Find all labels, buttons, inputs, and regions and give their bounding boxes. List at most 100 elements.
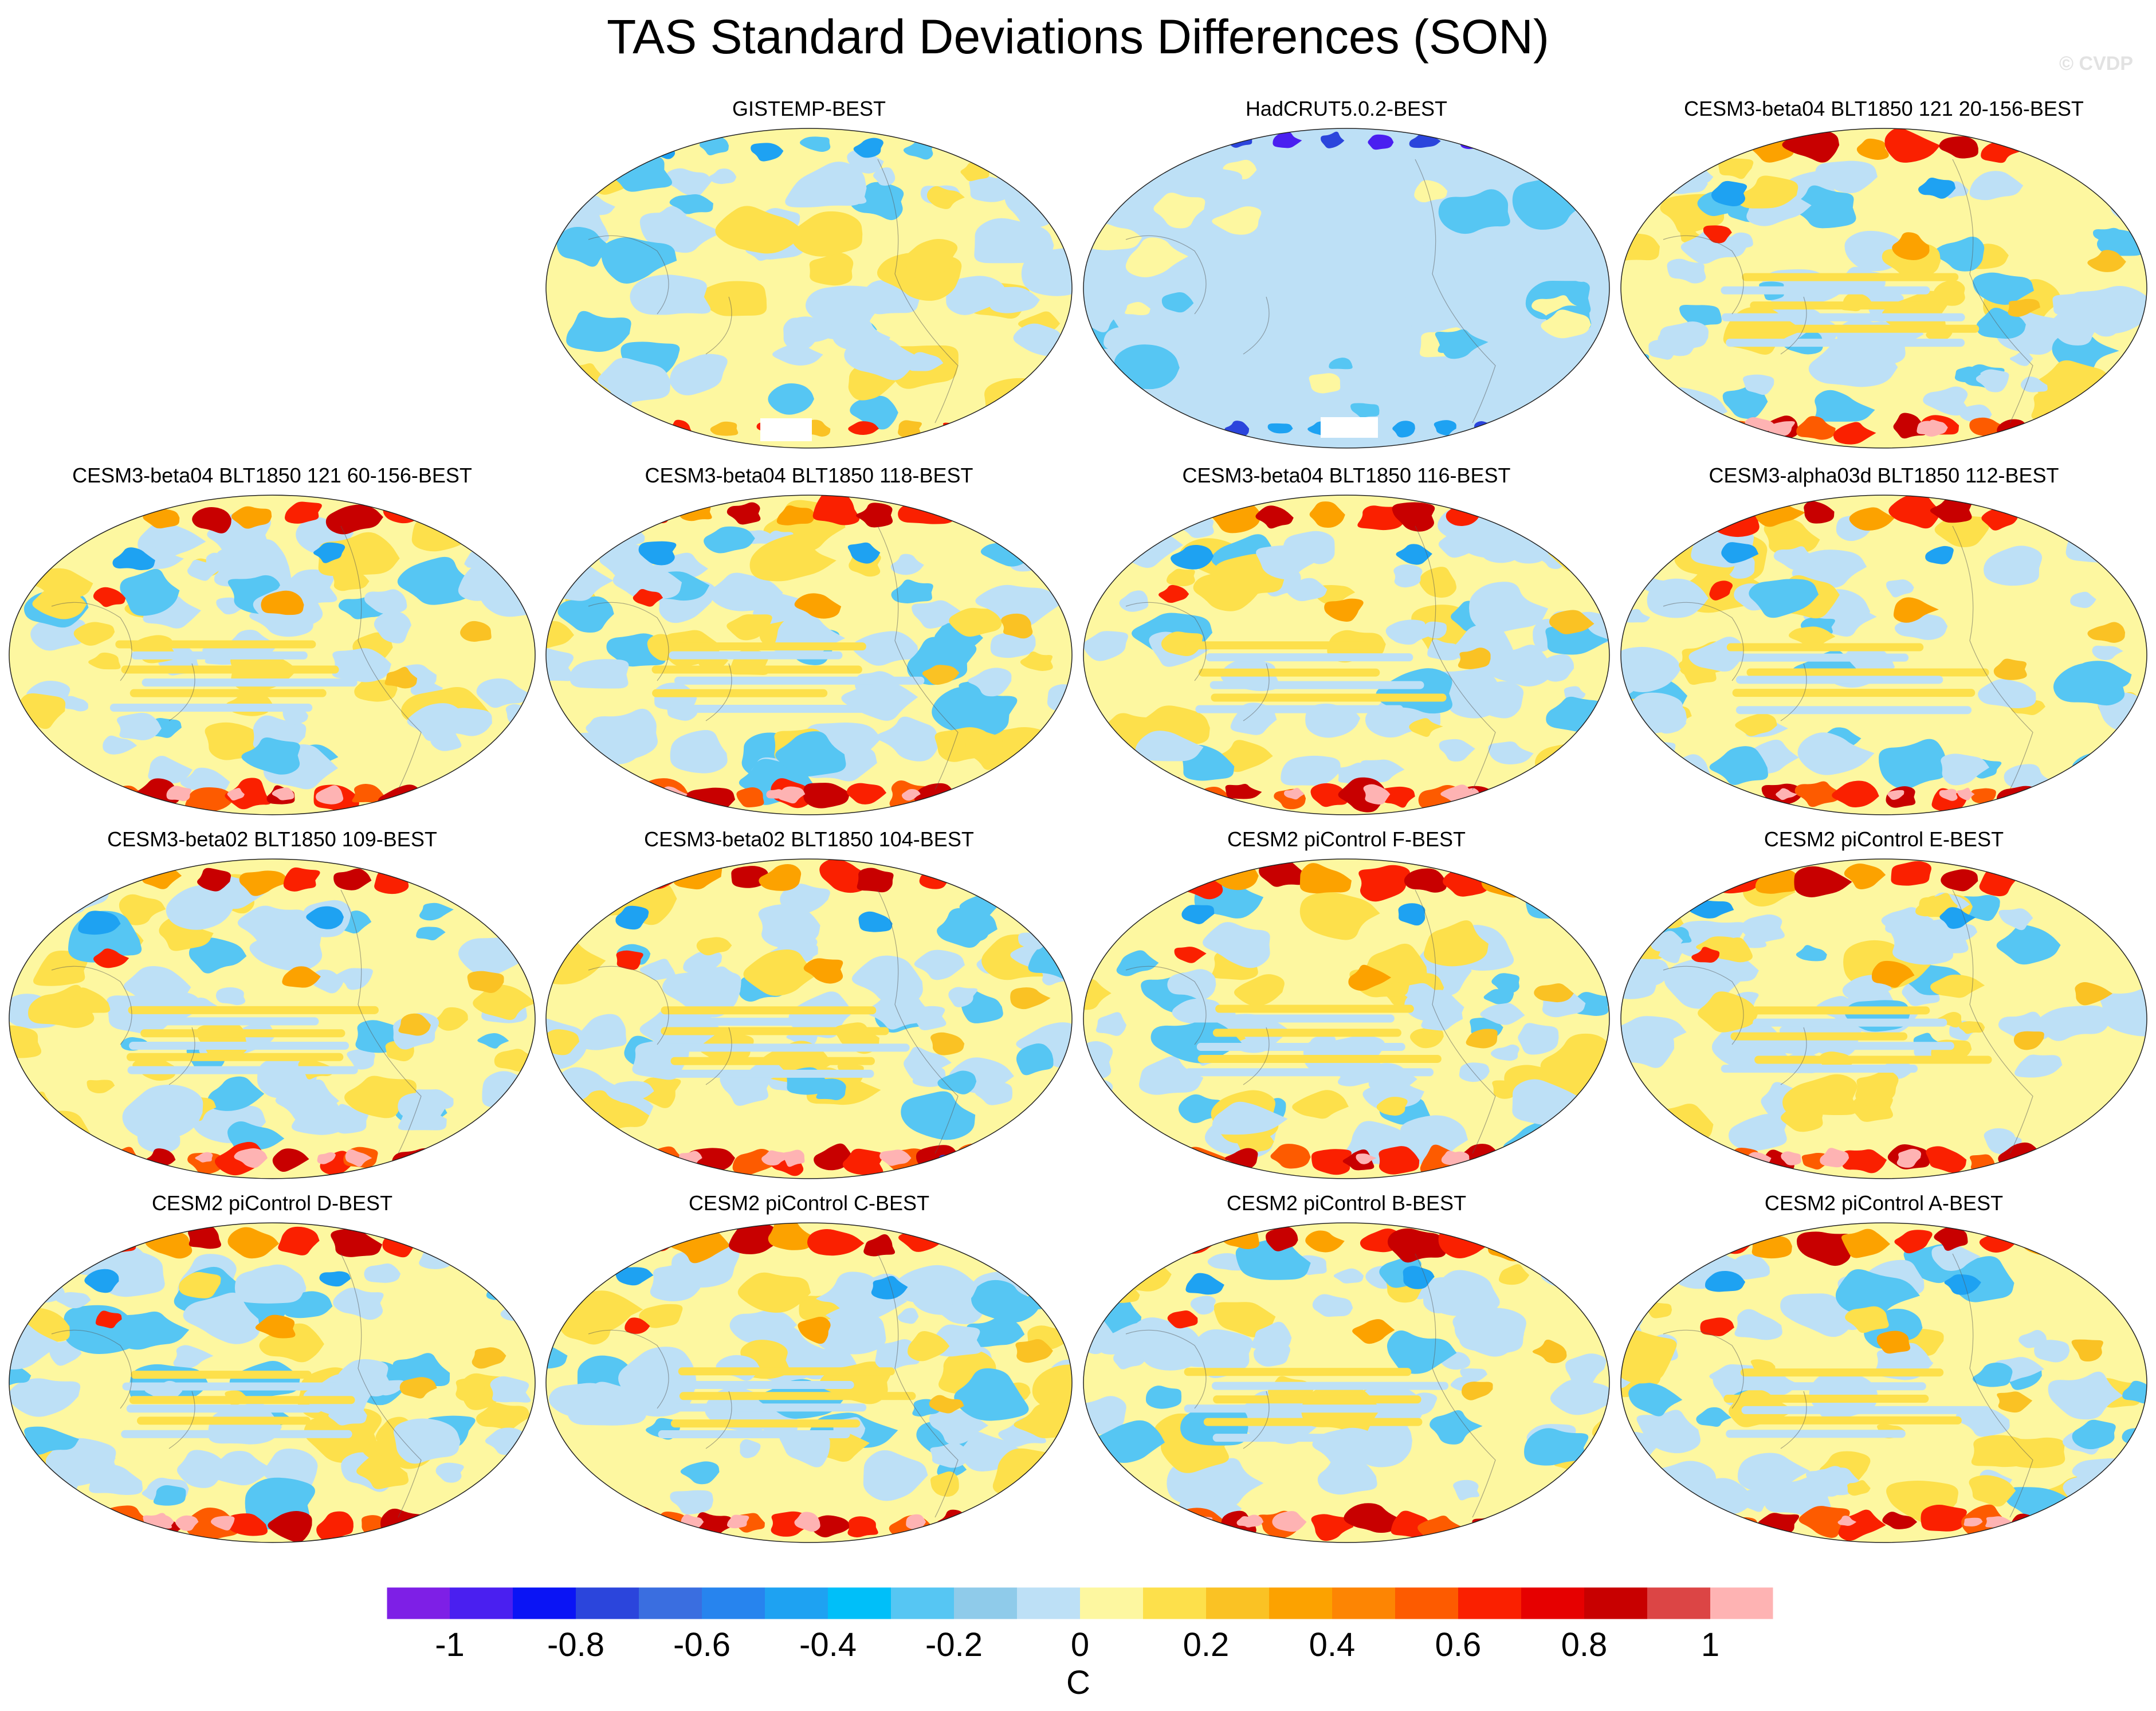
contour-patch <box>1387 1330 1457 1374</box>
contour-patch <box>650 1261 704 1301</box>
contour-patch <box>1095 1012 1127 1036</box>
cool-patch <box>1503 1154 1519 1163</box>
map-outline <box>1083 128 1610 449</box>
contour-patch <box>1621 1474 1650 1516</box>
antarctic-patch <box>1527 1514 1584 1541</box>
contour-patch <box>1459 1062 1490 1082</box>
tropical-band <box>1198 668 1380 677</box>
africa-patch <box>1549 610 1595 634</box>
antarctic-patch <box>1344 1503 1403 1533</box>
tropical-band <box>1197 1054 1442 1063</box>
contour-patch <box>929 1409 989 1445</box>
contour-patch <box>670 1490 713 1514</box>
america-patch <box>399 1377 437 1399</box>
contour-patch <box>1212 1101 1288 1135</box>
map-outline <box>1620 495 2147 815</box>
america-patch <box>2013 1031 2044 1050</box>
arctic-patch <box>2067 864 2115 893</box>
tropical-band <box>126 1404 322 1413</box>
arctic-patch <box>956 1226 1014 1256</box>
map-contours <box>546 128 1072 448</box>
contour-patch <box>1405 278 1486 332</box>
map-field <box>1620 1222 2147 1543</box>
antarctic-peak <box>227 788 245 800</box>
tropical-band <box>131 651 308 660</box>
antarctic-peak <box>1887 790 1904 800</box>
colorbar-tick-label: 0.4 <box>1309 1626 1356 1663</box>
contour-patch <box>1845 1306 1889 1333</box>
coastline <box>588 159 959 423</box>
colorbar-swatch <box>1395 1587 1459 1619</box>
contour-patch <box>1180 335 1208 355</box>
contour-patch <box>435 1462 464 1483</box>
contour-patch <box>1286 578 1328 602</box>
contour-patch <box>1998 908 2033 931</box>
contour-patch <box>1646 741 1676 761</box>
antarctic-patch <box>1636 781 1676 807</box>
tropical-band <box>1745 1416 1962 1424</box>
map-panel: CESM3-beta04 BLT1850 121 60-156-BEST <box>6 463 539 818</box>
arctic-patch <box>239 870 290 896</box>
contour-patch <box>88 652 121 670</box>
arctic-patch <box>462 504 498 523</box>
contour-patch <box>234 1264 305 1304</box>
contour-patch <box>89 1464 143 1495</box>
missing-data <box>760 418 812 441</box>
page-title: TAS Standard Deviations Differences (SON… <box>607 10 1549 64</box>
coastline <box>1663 1253 2033 1518</box>
contour-patch <box>948 987 978 1007</box>
arctic-patch <box>812 495 860 525</box>
map-contours <box>546 859 1072 1179</box>
contour-patch <box>1167 568 1195 587</box>
contour-patch <box>1167 969 1216 1000</box>
antarctic-peak <box>726 1514 749 1529</box>
contour-patch <box>1655 754 1711 786</box>
pacific-hotspot <box>255 1314 296 1339</box>
cool-patch <box>1506 1520 1518 1527</box>
contour-patch <box>709 168 737 185</box>
contour-patch <box>87 1080 115 1094</box>
contour-patch <box>419 902 454 921</box>
antarctic-patch <box>1311 1514 1354 1541</box>
contour-patch <box>1973 272 2034 305</box>
antarctic-patch <box>78 1152 111 1175</box>
contour-patch <box>2049 303 2107 346</box>
contour-patch <box>729 1310 797 1343</box>
contour-patch <box>2127 994 2147 1015</box>
contour-patch <box>328 1403 367 1426</box>
map-field <box>545 128 1073 449</box>
panel-title: CESM2 piControl A-BEST <box>1764 1191 2004 1215</box>
antarctic-patch <box>1644 1145 1694 1178</box>
antarctic-patch <box>1010 780 1057 806</box>
antarctic-peak <box>175 1515 199 1531</box>
contour-patch <box>949 607 1003 637</box>
contour-patch <box>902 239 958 280</box>
contour-patch <box>1647 1302 1672 1318</box>
antarctic-patch <box>2084 791 2117 810</box>
cool-patch <box>1721 542 1759 564</box>
arctic-patch <box>456 1227 502 1258</box>
contour-patch <box>670 729 728 774</box>
map-panel: CESM2 piControl C-BEST <box>543 1191 1075 1546</box>
contour-patch <box>1468 681 1524 719</box>
colorbar-tick-label: -0.6 <box>673 1626 731 1663</box>
contour-patch <box>1103 327 1145 351</box>
coastline <box>1663 159 2033 423</box>
arctic-patch <box>1662 497 1709 529</box>
map-contours <box>1083 859 1609 1179</box>
contour-patch <box>779 1432 830 1467</box>
coastline <box>1125 159 1496 423</box>
contour-patch <box>850 395 898 430</box>
contour-patch <box>119 894 166 925</box>
tropical-band <box>1753 1042 1954 1050</box>
contour-patch <box>992 1448 1072 1498</box>
arctic-patch <box>46 501 99 532</box>
colorbar-swatch <box>1143 1587 1207 1619</box>
colorbar-swatch <box>891 1587 955 1619</box>
tropical-band <box>1185 1014 1395 1023</box>
tropical-band <box>1735 676 1943 684</box>
contour-patch <box>1621 1261 1642 1286</box>
contour-patch <box>1718 158 1754 179</box>
antarctic-patch <box>1794 781 1844 807</box>
cool-patch <box>2043 791 2056 800</box>
